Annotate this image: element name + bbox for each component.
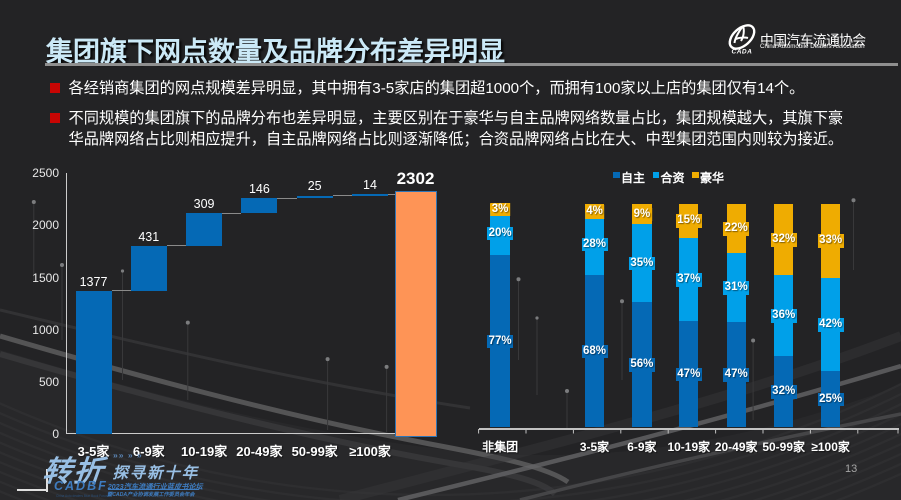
svg-text:CADA: CADA	[732, 49, 753, 56]
